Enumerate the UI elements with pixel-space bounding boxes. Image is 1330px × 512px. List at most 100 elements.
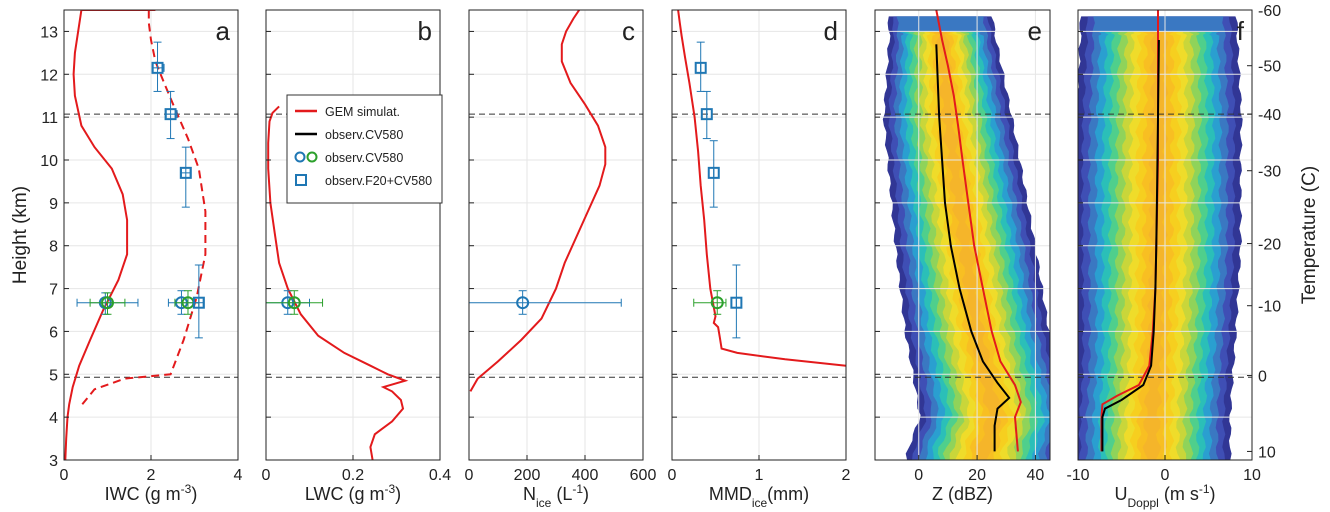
panel-a: 0 2 4 3 4 5 6 7 8 9 10 11 12 13 a IWC (g m-3) <box>40 9 243 504</box>
x-axis-label-part: Z (dBZ) <box>932 484 993 504</box>
x-axis-label-part: -1 <box>572 482 583 496</box>
x-tick-label: 0 <box>262 467 271 484</box>
y-tick-label: 8 <box>49 239 58 256</box>
x-axis-label: MMDice(mm) <box>709 484 809 510</box>
x-tick-label: 200 <box>514 467 541 484</box>
x-tick-label: 4 <box>234 467 243 484</box>
panel-b: 0 0.2 0.4 b LWC (g m-3) <box>262 9 451 504</box>
x-axis-label-part: MMD <box>709 484 752 504</box>
x-tick-label: 400 <box>572 467 599 484</box>
legend-box <box>286 94 443 204</box>
y-tick-label: 11 <box>41 110 58 127</box>
panel-letter: e <box>1028 16 1042 46</box>
square-marker <box>192 296 205 309</box>
series-line-2 <box>81 10 207 405</box>
square-marker <box>151 61 164 74</box>
legend-circle-swatch <box>294 151 306 163</box>
data-point <box>151 41 165 92</box>
x-tick-label: 2 <box>147 467 156 484</box>
panel-c: 0 200 400 600 c Nice (L-1) <box>465 9 657 510</box>
grid <box>265 10 441 461</box>
panel-letter: b <box>418 16 432 46</box>
square-marker <box>730 296 743 309</box>
data-point <box>693 290 727 315</box>
legend-label: observ.F20+CV580 <box>325 174 432 188</box>
temperature-tick-label: -20 <box>1258 237 1281 254</box>
x-axis-label-part: IWC (g m <box>105 484 181 504</box>
y-tick-label: 10 <box>40 153 58 170</box>
x-tick-label: 0 <box>914 467 923 484</box>
panel-letter: a <box>216 16 231 46</box>
x-axis-label-part: ) <box>583 484 589 504</box>
temperature-tick-label: 10 <box>1258 444 1276 461</box>
square-marker <box>700 108 713 121</box>
x-tick-label: 40 <box>1027 467 1045 484</box>
square-marker <box>179 166 192 179</box>
x-axis-label: Z (dBZ) <box>932 484 993 504</box>
temperature-tick-label: -30 <box>1258 164 1281 181</box>
square-marker <box>707 166 720 179</box>
legend-label: GEM simulat. <box>325 105 400 119</box>
x-tick-label: 1 <box>755 467 764 484</box>
x-axis-label-part: ) <box>1210 484 1216 504</box>
legend-circle-swatch <box>306 151 318 163</box>
temperature-tick-label: -50 <box>1258 59 1281 76</box>
y-tick-label: 9 <box>49 196 58 213</box>
y-tick-label: 4 <box>49 410 58 427</box>
grid <box>63 10 239 461</box>
square-marker <box>694 61 707 74</box>
x-tick-label: 0 <box>1161 467 1170 484</box>
data-point <box>164 90 178 140</box>
temperature-tick-label: -40 <box>1258 107 1281 124</box>
data-point <box>707 140 720 208</box>
x-tick-label: 600 <box>630 467 657 484</box>
y-tick-label: 3 <box>49 453 58 470</box>
x-tick-label: 0 <box>668 467 677 484</box>
x-axis-label-part: (mm) <box>767 484 809 504</box>
panel-f: -10 0 10 f UDoppl (m s-1) <box>1066 9 1261 510</box>
grid <box>875 10 1050 461</box>
x-axis-label-part: U <box>1114 484 1127 504</box>
series-line-2 <box>935 44 1011 452</box>
circle-marker <box>516 296 530 310</box>
data-point <box>700 90 713 140</box>
data-point <box>730 264 743 339</box>
temperature-axis-label: Temperature (C) <box>1299 166 1320 304</box>
panel-d: 0 1 2 d MMDice(mm) <box>668 9 851 510</box>
filled-contours <box>882 16 1050 460</box>
series-line-1 <box>935 10 1022 452</box>
temperature-tick-label: -10 <box>1258 299 1281 316</box>
x-tick-label: 0.2 <box>342 467 364 484</box>
y-tick-label: 7 <box>49 282 58 299</box>
x-tick-label: 0.4 <box>429 467 451 484</box>
x-tick-label: 0 <box>60 467 69 484</box>
data-point <box>192 264 205 339</box>
temperature-axis: -60 -50 -40 -30 -20 -10 0 10 Temperature (C) <box>1247 3 1320 461</box>
x-tick-label: -10 <box>1066 467 1089 484</box>
x-axis-label-part: -1 <box>1199 482 1210 496</box>
square-marker <box>164 108 177 121</box>
data-point <box>694 41 707 92</box>
x-axis-label-part: ice <box>536 496 552 510</box>
temperature-tick-label: 0 <box>1258 369 1267 386</box>
x-axis-label-part: -3 <box>181 482 192 496</box>
x-axis-label: LWC (g m-3) <box>305 482 401 504</box>
axes-frame <box>468 9 644 461</box>
axes-frame <box>874 9 1051 461</box>
circle-marker <box>101 296 114 310</box>
x-tick-label: 2 <box>842 467 851 484</box>
x-axis-label-part: LWC (g m <box>305 484 385 504</box>
x-tick-label: 20 <box>968 467 986 484</box>
grid <box>671 10 847 461</box>
legend-label: observ.CV580 <box>325 151 403 165</box>
panel-e: 0 20 40 e Z (dBZ) <box>874 9 1051 504</box>
x-axis-label-part: (m s <box>1159 484 1199 504</box>
x-axis-label-part: N <box>523 484 536 504</box>
x-tick-label: 10 <box>1243 467 1261 484</box>
series-line-1 <box>677 10 846 367</box>
panel-letter: d <box>824 16 838 46</box>
x-axis-label-part: -3 <box>385 482 396 496</box>
data-point <box>89 292 126 315</box>
grid <box>468 10 644 461</box>
panel-letter: f <box>1237 16 1245 46</box>
